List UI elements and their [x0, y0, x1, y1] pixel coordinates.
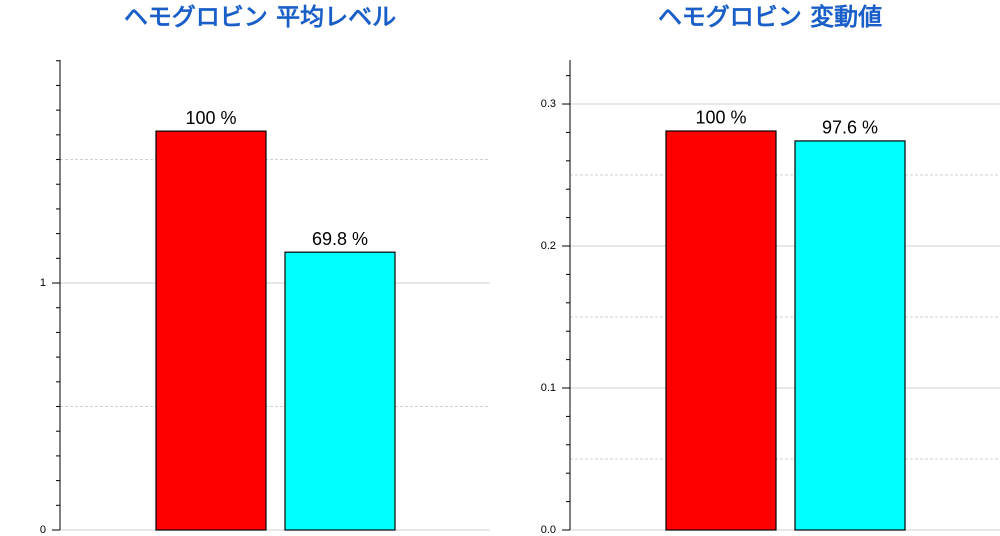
bar: [794, 140, 906, 531]
y-tick-label: 1: [40, 277, 46, 289]
bar-annotation: 97.6 %: [822, 118, 878, 138]
chart-title: ヘモグロビン 変動値: [658, 3, 882, 31]
y-tick-label: 0.2: [541, 240, 556, 252]
chart-title: ヘモグロビン 平均レベル: [124, 3, 396, 31]
y-tick-label: 0.1: [541, 382, 556, 394]
y-tick-label: 0: [40, 524, 46, 536]
bar: [284, 251, 396, 531]
y-tick-label: 0.3: [541, 98, 556, 110]
bar-annotation: 69.8 %: [312, 229, 368, 249]
bar: [155, 130, 267, 531]
bar-annotation: 100 %: [185, 108, 236, 128]
y-tick-label: 0.0: [541, 524, 556, 536]
bar: [665, 130, 777, 531]
bar-annotation: 100 %: [695, 108, 746, 128]
